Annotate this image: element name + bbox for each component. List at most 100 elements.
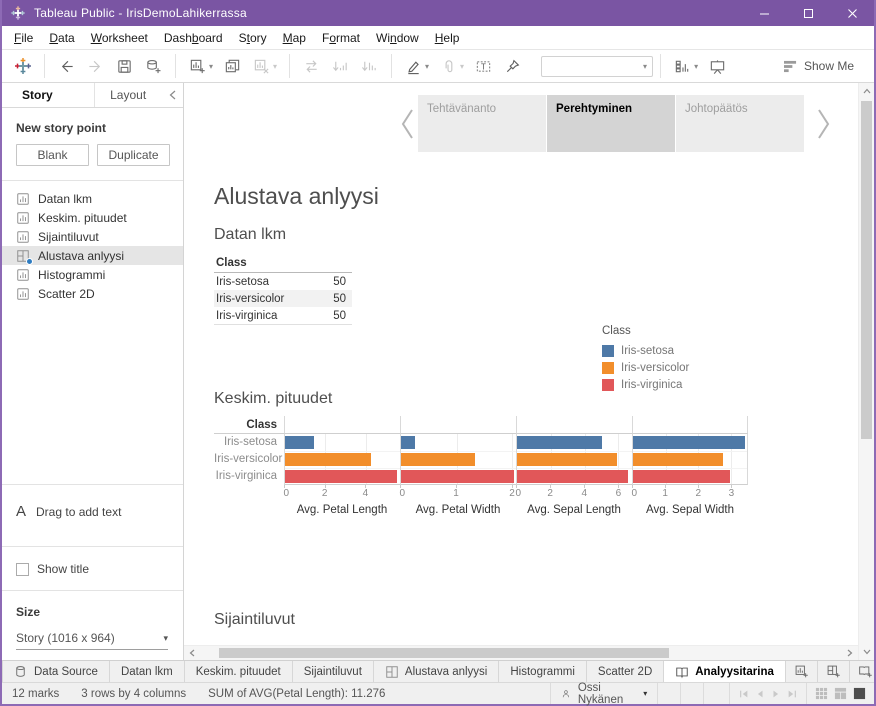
previous-story-point-icon[interactable] — [755, 689, 765, 699]
menu-dashboard[interactable]: Dashboard — [156, 28, 231, 48]
sheet-list-item[interactable]: Scatter 2D — [2, 284, 183, 303]
bar-mark[interactable] — [401, 453, 475, 466]
scroll-down-icon[interactable] — [859, 644, 874, 660]
bar-mark[interactable] — [517, 453, 617, 466]
bar-mark[interactable] — [633, 453, 723, 466]
menu-data[interactable]: Data — [41, 28, 82, 48]
show-sheet-view-icon[interactable] — [853, 687, 866, 700]
duplicate-button[interactable]: Duplicate — [97, 144, 170, 166]
bar-mark[interactable] — [285, 470, 397, 483]
horizontal-scrollbar[interactable] — [184, 645, 858, 660]
drag-to-add-text-area[interactable]: A Drag to add text — [2, 484, 183, 546]
bar-mark[interactable] — [633, 470, 730, 483]
horizontal-scroll-thumb[interactable] — [219, 648, 668, 658]
count-table-row[interactable]: Iris-setosa50 — [214, 273, 352, 290]
hyperlink-button[interactable]: ▾ — [434, 54, 469, 79]
toolbar-combobox[interactable]: ▾ — [541, 56, 653, 77]
vertical-scrollbar[interactable] — [858, 83, 874, 660]
new-worksheet-tab-button[interactable] — [786, 661, 818, 682]
count-table-row[interactable]: Iris-virginica50 — [214, 307, 352, 324]
back-arrow-button[interactable] — [52, 54, 81, 79]
tableau-logo-button[interactable] — [8, 54, 37, 79]
sheet-list-item[interactable]: Alustava anlyysi — [2, 246, 183, 265]
sheet-tab-analyysitarina[interactable]: Analyysitarina — [664, 661, 786, 682]
text-object-button[interactable]: T — [469, 54, 498, 79]
highlighter-button[interactable]: ▾ — [399, 54, 434, 79]
next-story-point-icon[interactable] — [771, 689, 781, 699]
menu-story[interactable]: Story — [231, 28, 275, 48]
collapse-panel-icon[interactable] — [161, 83, 183, 107]
sheet-list-item-label: Datan lkm — [38, 192, 92, 206]
chart-panel: 012Avg. Petal Width — [400, 416, 516, 518]
bar-mark[interactable] — [633, 436, 745, 449]
sheet-tab-histogrammi[interactable]: Histogrammi — [499, 661, 587, 682]
maximize-button[interactable] — [786, 0, 830, 26]
close-button[interactable] — [830, 0, 874, 26]
menu-map[interactable]: Map — [275, 28, 314, 48]
scroll-up-icon[interactable] — [859, 83, 874, 99]
show-tabs-view-icon[interactable] — [815, 687, 828, 700]
sheet-tab-sijaintiluvut[interactable]: Sijaintiluvut — [293, 661, 374, 682]
sheet-tab-data-source[interactable]: Data Source — [2, 661, 110, 682]
legend-item[interactable]: Iris-setosa — [602, 342, 689, 359]
first-story-point-icon[interactable] — [739, 689, 749, 699]
chart-panel: 0246Avg. Sepal Length — [516, 416, 632, 518]
show-title-checkbox[interactable] — [16, 563, 29, 576]
pin-button[interactable] — [498, 54, 527, 79]
sheet-tab-alustava-anlyysi[interactable]: Alustava anlyysi — [374, 661, 499, 682]
new-worksheet-button[interactable]: ▾ — [183, 54, 218, 79]
story-prev-icon[interactable] — [396, 107, 418, 141]
bar-mark[interactable] — [285, 453, 371, 466]
forward-arrow-button[interactable] — [81, 54, 110, 79]
sheet-list-item[interactable]: Histogrammi — [2, 265, 183, 284]
drag-to-add-text-label: Drag to add text — [36, 505, 121, 519]
menu-file[interactable]: File — [6, 28, 41, 48]
bar-mark[interactable] — [285, 436, 314, 449]
legend-item[interactable]: Iris-virginica — [602, 376, 689, 393]
user-menu[interactable]: Ossi Nykänen ▾ — [550, 683, 657, 704]
new-story-tab-button[interactable] — [850, 661, 876, 682]
clear-sheet-button[interactable]: ▾ — [247, 54, 282, 79]
bar-mark[interactable] — [401, 470, 514, 483]
swap-axes-button[interactable] — [297, 54, 326, 79]
last-story-point-icon[interactable] — [787, 689, 797, 699]
save-button[interactable] — [110, 54, 139, 79]
sort-descending-button[interactable] — [355, 54, 384, 79]
add-data-button[interactable] — [139, 54, 168, 79]
bar-mark[interactable] — [517, 436, 602, 449]
count-table-row[interactable]: Iris-versicolor50 — [214, 290, 352, 307]
show-me-button[interactable]: Show Me — [783, 59, 854, 73]
minimize-button[interactable] — [742, 0, 786, 26]
menu-format[interactable]: Format — [314, 28, 368, 48]
bar-mark[interactable] — [401, 436, 415, 449]
story-icon — [675, 665, 689, 679]
presentation-mode-button[interactable] — [703, 54, 732, 79]
sort-ascending-button[interactable] — [326, 54, 355, 79]
menu-help[interactable]: Help — [427, 28, 468, 48]
story-point[interactable]: Johtopäätös — [676, 95, 804, 152]
story-next-icon[interactable] — [813, 107, 835, 141]
sheet-tab-keskim-pituudet[interactable]: Keskim. pituudet — [185, 661, 293, 682]
vertical-scroll-thumb[interactable] — [861, 101, 872, 439]
story-point-active[interactable]: Perehtyminen — [547, 95, 675, 152]
menu-worksheet[interactable]: Worksheet — [83, 28, 156, 48]
sheet-tab-datan-lkm[interactable]: Datan lkm — [110, 661, 185, 682]
size-dropdown[interactable]: Story (1016 x 964) ▾ — [16, 631, 168, 650]
show-filmstrip-view-icon[interactable] — [834, 687, 847, 700]
tab-layout[interactable]: Layout — [94, 83, 161, 107]
menu-window[interactable]: Window — [368, 28, 427, 48]
legend-item[interactable]: Iris-versicolor — [602, 359, 689, 376]
tab-story[interactable]: Story — [2, 83, 94, 107]
sheet-list-item[interactable]: Keskim. pituudet — [2, 208, 183, 227]
scroll-left-icon[interactable] — [184, 646, 200, 660]
blank-button[interactable]: Blank — [16, 144, 89, 166]
scroll-right-icon[interactable] — [842, 646, 858, 660]
sheet-tab-scatter-2d[interactable]: Scatter 2D — [587, 661, 664, 682]
bar-mark[interactable] — [517, 470, 628, 483]
story-point[interactable]: Tehtävänanto — [418, 95, 546, 152]
sheet-list-item[interactable]: Datan lkm — [2, 189, 183, 208]
fit-selector-button[interactable]: ▾ — [668, 54, 703, 79]
new-dashboard-tab-button[interactable] — [818, 661, 850, 682]
duplicate-sheet-button[interactable] — [218, 54, 247, 79]
sheet-list-item[interactable]: Sijaintiluvut — [2, 227, 183, 246]
